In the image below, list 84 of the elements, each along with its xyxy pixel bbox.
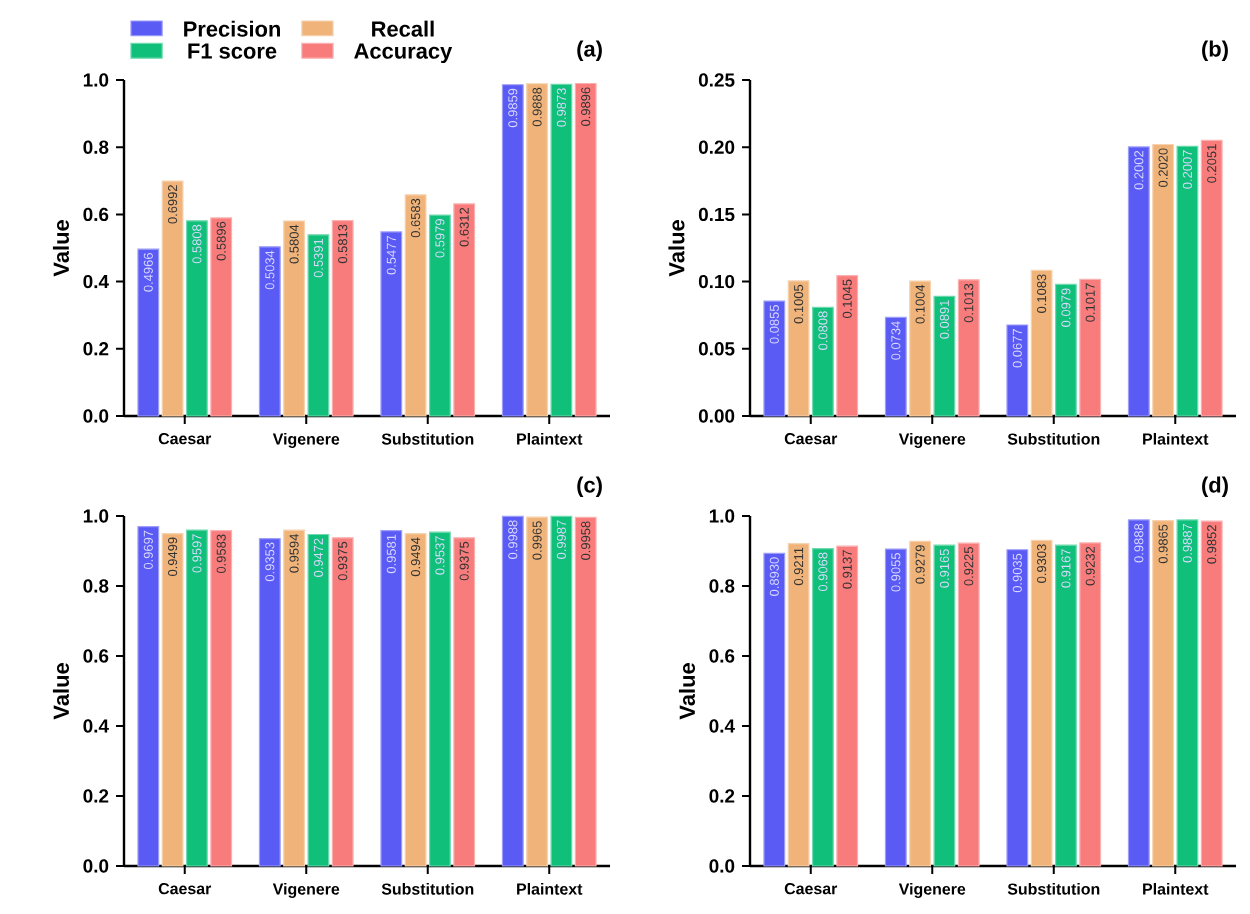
bar	[1200, 139, 1223, 417]
bar	[404, 194, 427, 417]
bar	[933, 544, 956, 867]
chart-title: (c)	[577, 476, 602, 497]
y-tick-label: 0.15	[698, 207, 735, 222]
chart-title: (b)	[1202, 40, 1228, 61]
legend-label: Precision	[184, 20, 280, 37]
y-tick-label: 0.6	[83, 207, 109, 222]
bar	[1030, 269, 1053, 417]
y-tick-label: 1.0	[83, 509, 109, 523]
bar	[210, 217, 233, 417]
bar	[526, 83, 549, 417]
bar	[1200, 520, 1223, 867]
bar	[380, 231, 403, 417]
bar	[884, 548, 907, 867]
bar	[787, 280, 810, 417]
bar	[550, 83, 573, 417]
bar	[763, 552, 786, 867]
y-tick-label: 0.8	[83, 140, 109, 154]
bar	[428, 214, 451, 417]
y-axis-title: Value	[52, 220, 69, 277]
bar	[453, 203, 476, 417]
bar	[1054, 283, 1077, 417]
bar	[307, 234, 330, 417]
bar	[909, 280, 932, 417]
bar	[1127, 519, 1150, 867]
bar	[811, 548, 834, 867]
chart-title: (a)	[577, 40, 602, 61]
y-tick-label: 1.0	[83, 73, 109, 87]
y-tick-label: 0.0	[83, 859, 109, 873]
y-tick-label: 0.8	[709, 579, 735, 593]
bar	[811, 306, 834, 417]
y-axis-title: Value	[678, 663, 696, 720]
y-tick-label: 0.4	[709, 719, 735, 733]
bar	[763, 300, 786, 417]
bar	[331, 220, 354, 417]
y-tick-label: 0.10	[698, 274, 735, 289]
bar	[1152, 520, 1175, 867]
y-tick-label: 0.00	[698, 409, 735, 423]
y-tick-label: 0.05	[698, 342, 735, 356]
bar	[1030, 539, 1053, 867]
y-tick-label: 0.4	[83, 274, 109, 289]
legend-label: Accuracy	[354, 43, 453, 64]
bar	[787, 543, 810, 867]
bar	[884, 316, 907, 417]
y-tick-label: 0.2	[709, 789, 735, 803]
y-tick-label: 0.2	[83, 789, 109, 803]
y-axis-title: Value	[52, 663, 69, 720]
bar	[957, 279, 980, 417]
y-axis-title: Value	[668, 220, 685, 277]
y-tick-label: 0.0	[83, 409, 109, 423]
bar	[1054, 544, 1077, 867]
bar	[836, 274, 859, 417]
y-tick-label: 0.2	[83, 342, 109, 356]
bar	[1006, 324, 1029, 417]
bar	[161, 180, 184, 417]
bar	[1079, 278, 1102, 417]
legend-label: F1 score	[188, 43, 277, 59]
y-tick-label: 0.6	[83, 649, 109, 663]
bar	[283, 220, 306, 417]
y-tick-label: 0.25	[698, 73, 735, 87]
bar	[185, 220, 208, 417]
bar	[1176, 145, 1199, 417]
legend-label: Recall	[372, 20, 434, 37]
chart-title: (d)	[1202, 476, 1228, 497]
y-tick-label: 0.20	[698, 140, 735, 154]
y-tick-label: 0.4	[83, 719, 109, 733]
y-tick-label: 0.0	[709, 859, 735, 873]
bar	[1079, 542, 1102, 867]
bar	[1152, 143, 1175, 417]
bar	[836, 545, 859, 867]
bar	[258, 246, 281, 417]
bar	[1127, 146, 1150, 417]
bar	[1006, 549, 1029, 867]
bar	[574, 82, 597, 417]
y-tick-label: 1.0	[709, 509, 735, 523]
bar	[137, 248, 160, 417]
bar	[957, 542, 980, 867]
y-tick-label: 0.8	[83, 579, 109, 593]
bar	[933, 295, 956, 417]
bar	[909, 540, 932, 867]
bar	[501, 84, 524, 417]
y-tick-label: 0.6	[709, 649, 735, 663]
bar	[1176, 519, 1199, 867]
